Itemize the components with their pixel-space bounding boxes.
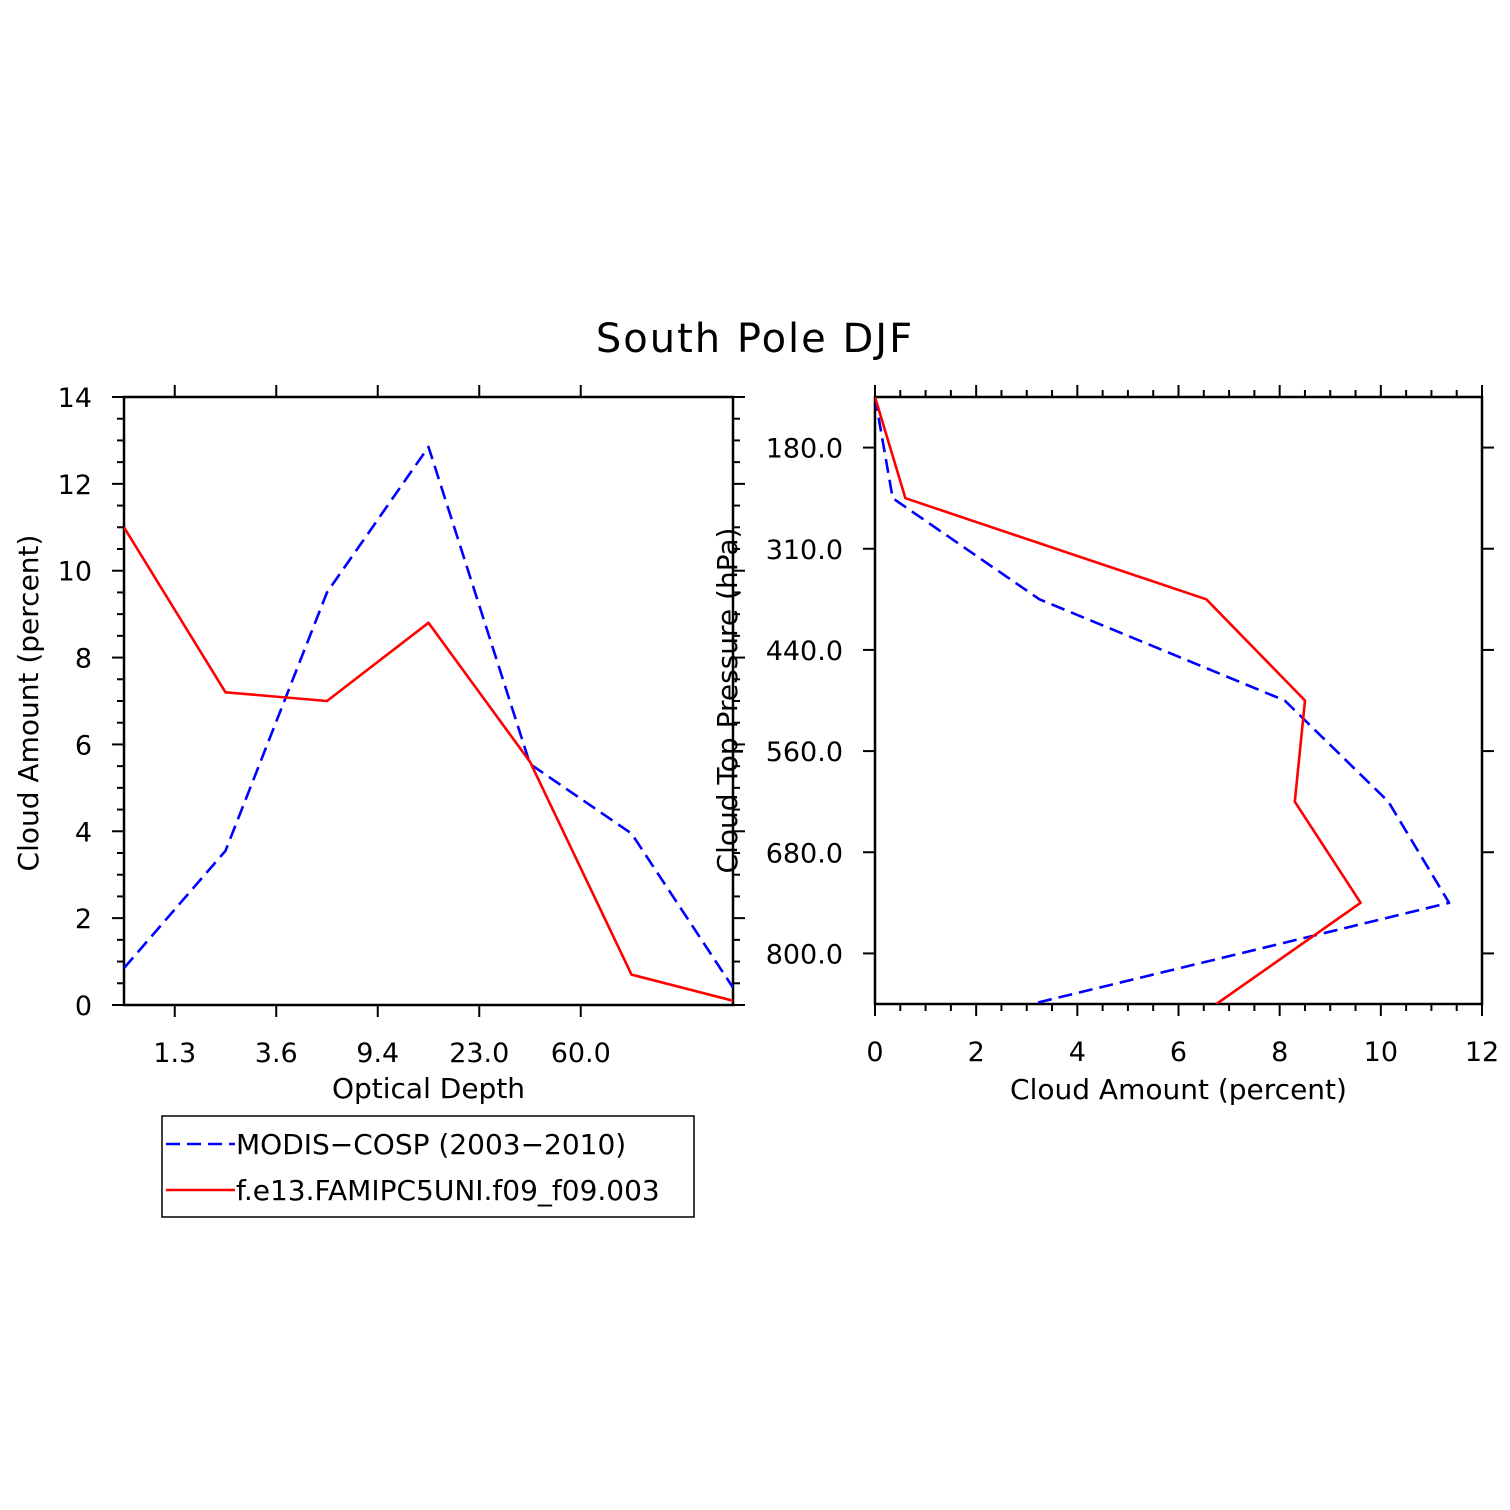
legend: MODIS−COSP (2003−2010) f.e13.FAMIPC5UNI.… <box>161 1115 695 1218</box>
right-plot-frame <box>873 395 1484 1006</box>
left-x-axis-label: Optical Depth <box>332 1072 525 1105</box>
left-y-tick-label: 14 <box>58 383 92 414</box>
left-x-tick-label: 23.0 <box>449 1038 509 1069</box>
right-series-modis-line <box>875 397 1451 1004</box>
left-series-model-line <box>124 526 733 1002</box>
right-x-tick-label: 0 <box>866 1037 883 1068</box>
figure-title: South Pole DJF <box>596 316 914 362</box>
left-x-tick-label: 1.3 <box>153 1038 196 1069</box>
right-y-tick-label: 440.0 <box>766 636 843 667</box>
right-x-tick-label: 10 <box>1364 1037 1398 1068</box>
left-y-tick-label: 4 <box>75 817 92 848</box>
left-y-tick-label: 2 <box>75 904 92 935</box>
left-y-tick-label: 8 <box>75 644 92 675</box>
left-series-modis-line <box>124 445 733 989</box>
right-x-tick-label: 4 <box>1069 1037 1086 1068</box>
left-plot-frame <box>122 395 735 1007</box>
legend-label-model: f.e13.FAMIPC5UNI.f09_f09.003 <box>236 1174 660 1207</box>
legend-box <box>161 1115 695 1218</box>
right-series-model-line <box>875 397 1362 1004</box>
right-x-axis-label: Cloud Amount (percent) <box>1010 1073 1347 1106</box>
right-y-tick-label: 560.0 <box>766 737 843 768</box>
left-y-tick-label: 10 <box>58 557 92 588</box>
left-y-tick-label: 0 <box>75 991 92 1022</box>
left-y-axis-label: Cloud Amount (percent) <box>12 535 45 872</box>
right-y-tick-label: 680.0 <box>766 838 843 869</box>
right-y-tick-label: 180.0 <box>766 434 843 465</box>
legend-label-modis: MODIS−COSP (2003−2010) <box>236 1128 626 1161</box>
cloud-top-pressure-chart: 0 2 4 6 8 10 12 180.0 310.0 440.0 560.0 680.0 800.0 C… <box>711 385 1499 1106</box>
left-y-tick-label: 6 <box>75 730 92 761</box>
left-x-tick-label: 3.6 <box>255 1038 298 1069</box>
right-y-axis-label: Cloud Top Pressure (hPa) <box>711 528 744 874</box>
right-x-tick-label: 6 <box>1170 1037 1187 1068</box>
right-x-tick-label: 8 <box>1271 1037 1288 1068</box>
left-x-tick-label: 60.0 <box>551 1038 611 1069</box>
optical-depth-chart: 0 2 4 6 8 10 12 14 1.3 3.6 9.4 23.0 60.0 Optical Dept… <box>12 383 745 1105</box>
right-y-tick-label: 800.0 <box>766 939 843 970</box>
right-x-tick-label: 2 <box>968 1037 985 1068</box>
right-y-tick-label: 310.0 <box>766 535 843 566</box>
left-x-tick-label: 9.4 <box>356 1038 399 1069</box>
left-y-tick-label: 12 <box>58 470 92 501</box>
right-x-tick-label: 12 <box>1465 1037 1499 1068</box>
